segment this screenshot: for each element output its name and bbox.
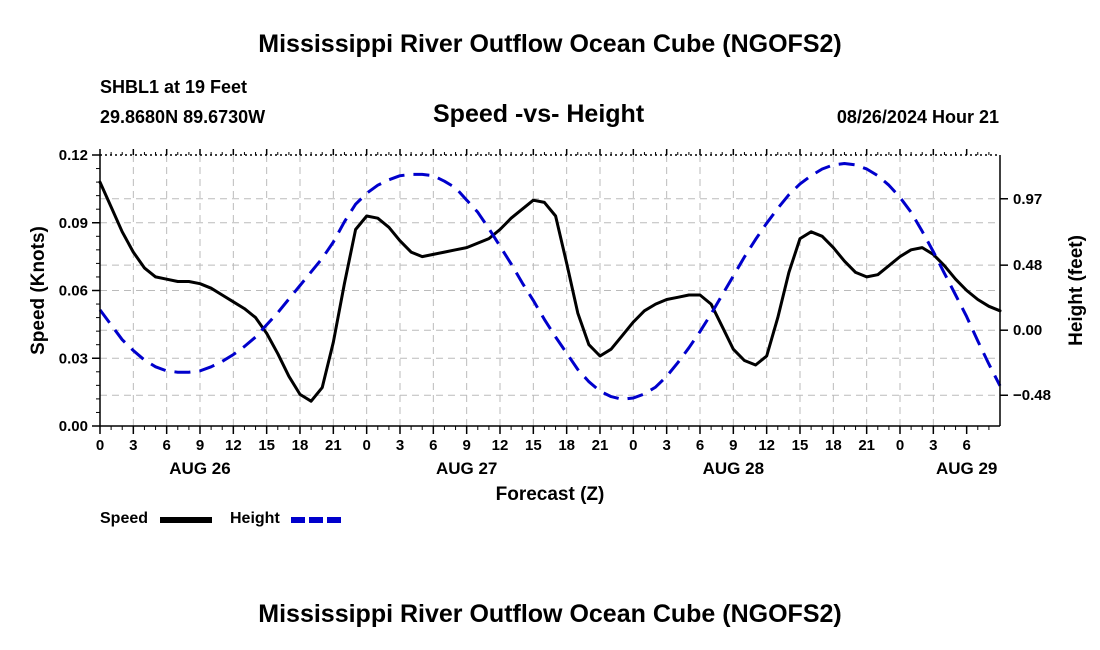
x-tick-label: 9 (462, 437, 470, 454)
station-coordinates: 29.8680N 89.6730W (100, 107, 266, 127)
station-label: SHBL1 at 19 Feet (100, 77, 248, 97)
y2-tick-label: −0.48 (1013, 387, 1051, 404)
axis-layer (92, 149, 1008, 434)
x-tick-label: 6 (962, 437, 970, 454)
x-tick-label: 6 (696, 437, 704, 454)
label-layer: 0 3 6 9 12 15 18 21 0 3 6 9 12 15 18 21 0 3 6 9 12 15 18 21 0 3 6 0… (28, 147, 1087, 505)
x-tick-label: 0 (362, 437, 370, 454)
date-label: AUG 26 (169, 459, 230, 478)
x-tick-label: 21 (325, 437, 342, 454)
x-tick-label: 3 (396, 437, 404, 454)
x-tick-label: 15 (792, 437, 809, 454)
x-tick-label: 9 (196, 437, 204, 454)
date-label: AUG 27 (436, 459, 497, 478)
chart-subtitle: Speed -vs- Height (433, 100, 645, 128)
y-tick-label: 0.06 (59, 283, 88, 300)
x-tick-label: 0 (629, 437, 637, 454)
legend-height-swatch (291, 517, 343, 523)
date-label: AUG 28 (703, 459, 764, 478)
x-tick-label: 9 (729, 437, 737, 454)
x-tick-label: 3 (129, 437, 137, 454)
y-tick-label: 0.09 (59, 215, 88, 232)
y2-tick-label: 0.97 (1013, 191, 1042, 208)
footer-title: Mississippi River Outflow Ocean Cube (NG… (258, 600, 842, 628)
x-tick-label: 18 (825, 437, 842, 454)
x-tick-label: 21 (858, 437, 875, 454)
y2-tick-label: 0.00 (1013, 322, 1042, 339)
x-tick-label: 12 (758, 437, 775, 454)
x-tick-label: 12 (225, 437, 242, 454)
y2-axis-title: Height (feet) (1066, 235, 1087, 346)
height-series-line (98, 162, 1002, 401)
x-tick-label: 15 (525, 437, 542, 454)
date-label: AUG 29 (936, 459, 997, 478)
legend-speed-swatch (160, 517, 212, 523)
y-tick-label: 0.03 (59, 350, 88, 367)
x-axis-title: Forecast (Z) (496, 484, 605, 505)
x-tick-label: 3 (662, 437, 670, 454)
x-tick-label: 18 (292, 437, 309, 454)
x-tick-label: 12 (492, 437, 509, 454)
x-tick-label: 3 (929, 437, 937, 454)
series-layer (98, 162, 1002, 403)
grid-layer (100, 155, 1000, 426)
y-axis-title: Speed (Knots) (28, 226, 49, 355)
speed-series-line (98, 180, 1002, 403)
legend-height-label: Height (230, 510, 280, 527)
y2-tick-label: 0.48 (1013, 257, 1042, 274)
legend-speed-label: Speed (100, 510, 149, 527)
x-tick-label: 18 (558, 437, 575, 454)
x-tick-label: 0 (96, 437, 104, 454)
y-tick-label: 0.12 (59, 147, 88, 164)
x-tick-label: 6 (162, 437, 170, 454)
chart-title: Mississippi River Outflow Ocean Cube (NG… (258, 30, 842, 58)
y-tick-label: 0.00 (59, 418, 88, 435)
x-tick-label: 15 (258, 437, 275, 454)
forecast-datetime: 08/26/2024 Hour 21 (836, 107, 999, 127)
x-tick-label: 21 (592, 437, 609, 454)
x-tick-label: 6 (429, 437, 437, 454)
x-tick-label: 0 (896, 437, 904, 454)
